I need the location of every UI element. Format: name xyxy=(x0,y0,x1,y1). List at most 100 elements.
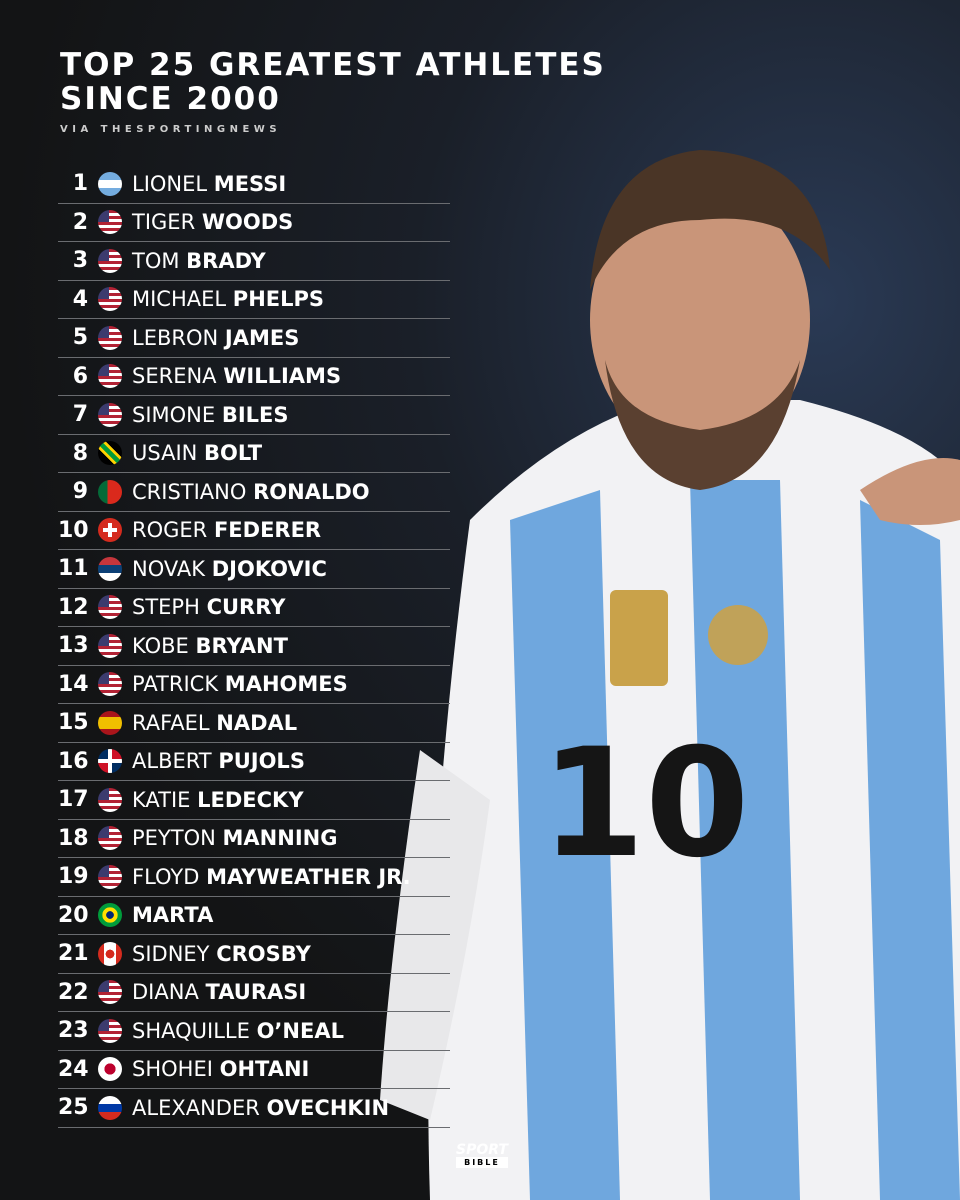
first-name: SHOHEI xyxy=(132,1057,213,1082)
rank-number: 1 xyxy=(72,171,88,197)
first-name: NOVAK xyxy=(132,556,206,581)
athlete-name: FLOYD MAYWEATHER JR. xyxy=(132,865,411,889)
rank-number: 22 xyxy=(58,979,89,1005)
athlete-row: 5 LEBRON JAMES xyxy=(58,319,450,358)
first-name: SIMONE xyxy=(132,402,216,427)
athlete-row: 12 STEPH CURRY xyxy=(58,589,450,627)
athlete-name: ALEXANDER OVECHKIN xyxy=(132,1096,389,1120)
first-name: STEPH xyxy=(132,595,200,620)
first-name: LEBRON xyxy=(132,325,219,350)
last-name: PUJOLS xyxy=(218,749,305,774)
rank-number: 6 xyxy=(72,363,88,389)
athlete-row: 11 NOVAK DJOKOVIC xyxy=(58,550,450,589)
athlete-name: PATRICK MAHOMES xyxy=(132,672,348,696)
last-name: FEDERER xyxy=(213,518,322,543)
last-name: WILLIAMS xyxy=(223,364,342,389)
rank-number: 7 xyxy=(72,402,88,428)
first-name: DIANA xyxy=(132,980,199,1005)
rank-number: 25 xyxy=(58,1095,89,1121)
athlete-name: KATIE LEDECKY xyxy=(132,788,304,812)
athlete-row: 3 TOM BRADY xyxy=(58,242,450,281)
athlete-row: 17 KATIE LEDECKY xyxy=(58,781,450,820)
rank-number: 8 xyxy=(72,440,88,466)
athlete-row: 14 PATRICK MAHOMES xyxy=(58,666,450,704)
first-name: ROGER xyxy=(132,518,208,543)
rank-number: 14 xyxy=(58,671,89,697)
usa-flag-icon xyxy=(98,826,122,851)
athlete-photo: 10 xyxy=(380,150,960,1200)
last-name: TAURASI xyxy=(205,980,307,1005)
rank-number: 16 xyxy=(58,748,89,774)
spain-flag-icon xyxy=(98,710,122,735)
usa-flag-icon xyxy=(98,1018,122,1043)
title-line-2: SINCE 2000 xyxy=(60,81,281,117)
serbia-flag-icon xyxy=(98,556,122,581)
rank-number: 15 xyxy=(58,710,89,736)
first-name: FLOYD xyxy=(132,864,200,889)
athlete-row: 22 DIANA TAURASI xyxy=(58,974,450,1012)
athlete-row: 1 LIONEL MESSI xyxy=(58,165,450,204)
last-name: MARTA xyxy=(132,903,214,928)
athlete-name: MICHAEL PHELPS xyxy=(132,287,324,311)
russia-flag-icon xyxy=(98,1095,122,1120)
rank-number: 3 xyxy=(72,248,88,274)
usa-flag-icon xyxy=(98,672,122,697)
athlete-row: 8 USAIN BOLT xyxy=(58,435,450,473)
usa-flag-icon xyxy=(98,787,122,812)
usa-flag-icon xyxy=(98,248,122,273)
first-name: TOM xyxy=(132,248,180,273)
first-name: SERENA xyxy=(132,364,217,389)
rank-number: 9 xyxy=(72,479,88,505)
title-line-1: TOP 25 GREATEST ATHLETES xyxy=(60,47,606,83)
rank-number: 17 xyxy=(58,787,89,813)
portugal-flag-icon xyxy=(98,479,122,504)
usa-flag-icon xyxy=(98,402,122,427)
athlete-name: SIMONE BILES xyxy=(132,403,289,427)
jersey-number: 10 xyxy=(541,717,750,891)
last-name: OHTANI xyxy=(219,1057,310,1082)
athlete-name: KOBE BRYANT xyxy=(132,634,288,658)
athlete-row: 20 MARTA xyxy=(58,897,450,935)
usa-flag-icon xyxy=(98,633,122,658)
athlete-row: 24 SHOHEI OHTANI xyxy=(58,1051,450,1089)
usa-flag-icon xyxy=(98,980,122,1005)
athlete-row: 19 FLOYD MAYWEATHER JR. xyxy=(58,858,450,897)
first-name: KOBE xyxy=(132,633,189,658)
rank-number: 19 xyxy=(58,864,89,890)
last-name: BRADY xyxy=(186,248,266,273)
rank-number: 2 xyxy=(72,209,88,235)
athlete-name: MARTA xyxy=(132,903,213,927)
usa-flag-icon xyxy=(98,864,122,889)
athlete-row: 13 KOBE BRYANT xyxy=(58,627,450,666)
argentina-flag-icon xyxy=(98,171,122,196)
last-name: MAHOMES xyxy=(224,672,348,697)
rank-number: 4 xyxy=(72,286,88,312)
rank-number: 10 xyxy=(58,517,89,543)
first-name: USAIN xyxy=(132,441,198,466)
rank-number: 20 xyxy=(58,902,89,928)
athlete-name: CRISTIANO RONALDO xyxy=(132,480,370,504)
first-name: KATIE xyxy=(132,787,191,812)
first-name: PATRICK xyxy=(132,672,219,697)
athlete-name: USAIN BOLT xyxy=(132,441,262,465)
usa-flag-icon xyxy=(98,364,122,389)
last-name: CURRY xyxy=(206,595,286,620)
athlete-name: ROGER FEDERER xyxy=(132,518,321,542)
athlete-list: 1 LIONEL MESSI 2 TIGER WOODS 3 TOM BRADY 4 … xyxy=(58,165,450,1128)
rank-number: 24 xyxy=(58,1056,89,1082)
rank-number: 18 xyxy=(58,825,89,851)
athlete-name: PEYTON MANNING xyxy=(132,826,337,850)
rank-number: 23 xyxy=(58,1018,89,1044)
athlete-row: 6 SERENA WILLIAMS xyxy=(58,358,450,396)
athlete-row: 7 SIMONE BILES xyxy=(58,396,450,435)
athlete-name: LIONEL MESSI xyxy=(132,172,286,196)
last-name: PHELPS xyxy=(232,287,325,312)
first-name: RAFAEL xyxy=(132,710,210,735)
logo-sport: SPORT xyxy=(456,1142,508,1158)
rank-number: 11 xyxy=(58,556,89,582)
athlete-name: STEPH CURRY xyxy=(132,595,285,619)
dominican-republic-flag-icon xyxy=(98,749,122,774)
logo-bible: BIBLE xyxy=(456,1157,508,1168)
athlete-name: TIGER WOODS xyxy=(132,210,293,234)
first-name: CRISTIANO xyxy=(132,479,247,504)
